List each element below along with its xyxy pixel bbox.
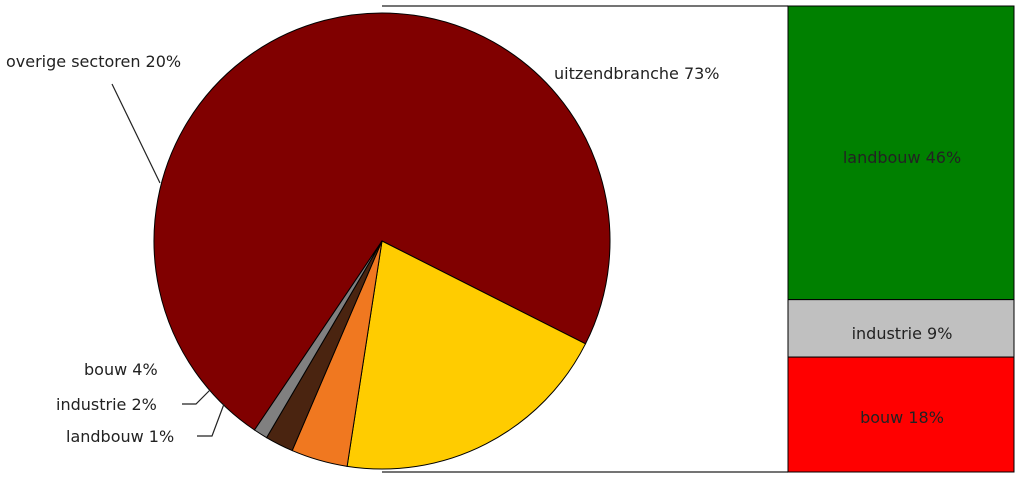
stacked-bar: [787, 5, 1015, 473]
bar-segment-1: [787, 299, 1015, 358]
pie-label-landbouw: landbouw 1%: [66, 427, 174, 446]
pie-label-overige-sectoren: overige sectoren 20%: [6, 52, 181, 71]
bar-label-bouw: bouw 18%: [860, 408, 944, 427]
leader-line-industrie: [182, 389, 211, 405]
bar-label-landbouw: landbouw 46%: [843, 148, 961, 167]
pie-slice-1: [346, 240, 587, 470]
leader-line-overige-sectoren: [111, 83, 161, 184]
pie-slice-4: [253, 240, 383, 439]
leader-line-landbouw: [197, 403, 225, 437]
pie-slice-0: [153, 12, 611, 431]
bar-segment-2: [787, 356, 1015, 473]
pie-label-bouw: bouw 4%: [84, 360, 158, 379]
bar-segment-0: [787, 5, 1015, 301]
pie-chart: [153, 12, 611, 470]
bar-label-industrie: industrie 9%: [852, 324, 953, 343]
pie-label-industrie: industrie 2%: [56, 395, 157, 414]
pie-label-uitzendbranche: uitzendbranche 73%: [554, 64, 720, 83]
